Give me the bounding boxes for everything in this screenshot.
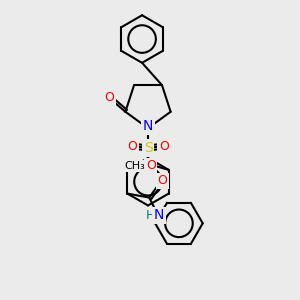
Text: N: N <box>154 208 164 222</box>
Text: O: O <box>159 140 169 152</box>
Text: O: O <box>127 140 137 152</box>
Text: N: N <box>143 119 153 133</box>
Text: H: H <box>146 209 155 222</box>
Text: O: O <box>105 92 115 104</box>
Text: O: O <box>157 174 167 187</box>
Text: S: S <box>144 141 152 155</box>
Text: O: O <box>146 159 156 172</box>
Text: CH₃: CH₃ <box>124 161 145 171</box>
